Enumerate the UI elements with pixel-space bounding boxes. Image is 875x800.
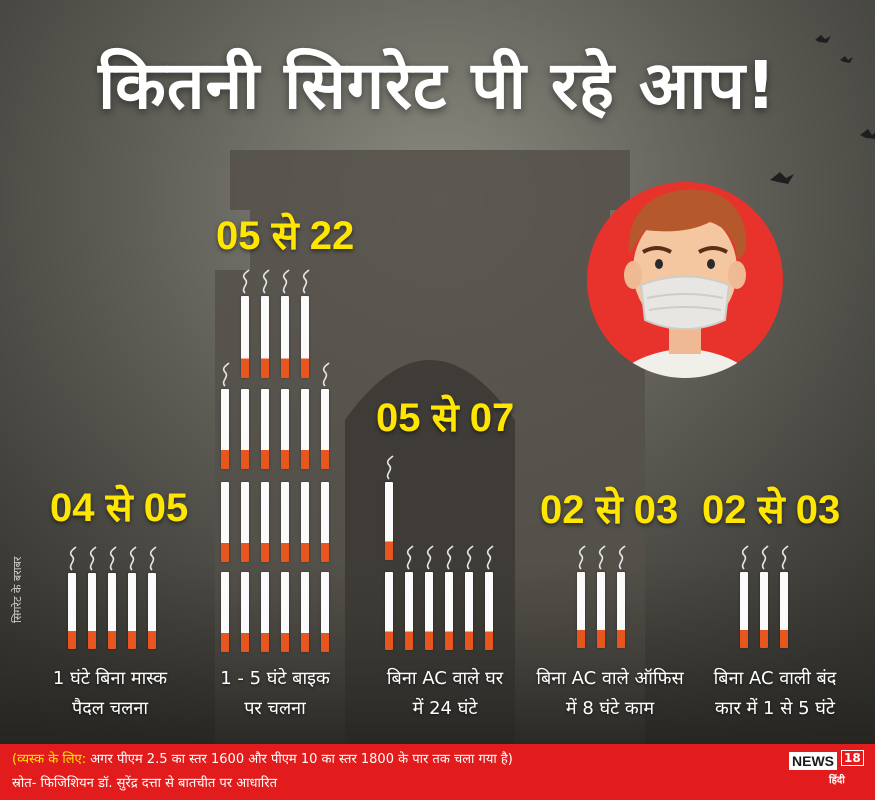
masked-face-illustration [587,182,783,378]
caption-car: बिना AC वाली बंद कार में 1 से 5 घंटे [690,664,860,724]
cigarette-icon [425,572,433,650]
footer-note-text: अगर पीएम 2.5 का स्तर 1600 और पीएम 10 का … [90,752,513,767]
caption-walking: 1 घंटे बिना मास्क पैदल चलना [30,664,190,724]
caption-walking-line2: पैदल चलना [72,698,148,719]
caption-bike-line1: 1 - 5 घंटे बाइक [220,668,330,689]
cigarette-icon [301,389,309,469]
cigarette-icon [445,572,453,650]
cigarette-icon [261,482,269,562]
smoke-icon [145,545,159,571]
smoke-icon [594,544,608,570]
range-label-walking: 04 से 05 [50,486,189,530]
cigarette-icon [385,482,393,560]
smoke-icon [402,544,416,570]
smoke-icon [278,268,292,294]
smoke-icon [442,544,456,570]
cigarette-icon [221,572,229,652]
cigarette-icon [128,573,136,649]
range-label-office: 02 से 03 [540,488,679,532]
smoke-icon [482,544,496,570]
smoke-icon [422,544,436,570]
caption-bike: 1 - 5 घंटे बाइक पर चलना [195,664,355,724]
caption-car-line1: बिना AC वाली बंद [713,668,837,689]
smoke-icon [462,544,476,570]
caption-home-line2: में 24 घंटे [412,698,478,719]
smoke-icon [777,544,791,570]
smoke-icon [238,268,252,294]
logo-lang: हिंदी [829,775,845,786]
cigarette-icon [321,572,329,652]
cigarette-icon [740,572,748,648]
cigarette-icon [281,389,289,469]
face-mask [639,275,731,330]
caption-car-line2: कार में 1 से 5 घंटे [714,698,835,719]
cigarette-icon [405,572,413,650]
cigarette-icon [597,572,605,648]
cigarette-icon [261,572,269,652]
cigarette-icon [301,296,309,378]
smoke-icon [258,268,272,294]
footer-source: स्रोत- फिजिशियन डॉ. सुरेंद्र दत्ता से बा… [12,776,277,791]
cigarette-icon [68,573,76,649]
cigarette-icon [281,482,289,562]
cigarette-icon [241,296,249,378]
side-label: सिगरेट के बराबर [11,556,24,624]
cigarette-icon [88,573,96,649]
cigarette-icon [780,572,788,648]
page-title: कितनी सिगरेट पी रहे आप! [98,47,777,124]
cigarette-icon [321,482,329,562]
cigarette-icon [148,573,156,649]
cigarette-icon [301,482,309,562]
cigarette-icon [301,572,309,652]
cigarette-icon [261,389,269,469]
cigarette-icon [261,296,269,378]
smoke-icon [382,454,396,480]
caption-office: बिना AC वाले ऑफिस में 8 घंटे काम [520,664,700,724]
smoke-icon [737,544,751,570]
caption-bike-line2: पर चलना [244,698,306,719]
cigarette-icon [221,482,229,562]
smoke-icon [85,545,99,571]
cigarette-icon [617,572,625,648]
range-label-bike: 05 से 22 [216,214,355,258]
smoke-icon [125,545,139,571]
caption-office-line1: बिना AC वाले ऑफिस [536,668,684,689]
cigarette-icon [385,572,393,650]
cigarette-icon [281,572,289,652]
smoke-icon [614,544,628,570]
smoke-icon [318,361,332,387]
footer-note-tag: (व्यस्क के लिए: [12,752,87,767]
cigarette-icon [241,572,249,652]
cigarette-icon [221,389,229,469]
range-label-home: 05 से 07 [376,396,515,440]
caption-home-line1: बिना AC वाले घर [386,668,504,689]
cigarette-icon [485,572,493,650]
smoke-icon [757,544,771,570]
caption-walking-line1: 1 घंटे बिना मास्क [52,668,168,689]
cigarette-icon [241,482,249,562]
cigarette-icon [241,389,249,469]
smoke-icon [574,544,588,570]
logo-number: 18 [841,750,864,766]
caption-home: बिना AC वाले घर में 24 घंटे [360,664,530,724]
smoke-icon [65,545,79,571]
footer-note: (व्यस्क के लिए: अगर पीएम 2.5 का स्तर 160… [12,749,513,767]
cigarette-icon [760,572,768,648]
news18-logo: NEWS 18 हिंदी [789,750,864,790]
cigarette-icon [577,572,585,648]
cigarette-icon [108,573,116,649]
footer-bar [0,744,875,800]
caption-office-line2: में 8 घंटे काम [565,698,655,719]
smoke-icon [218,361,232,387]
cigarette-icon [281,296,289,378]
range-label-car: 02 से 03 [702,488,841,532]
cigarette-icon [465,572,473,650]
cigarette-icon [321,389,329,469]
smoke-icon [105,545,119,571]
logo-brand: NEWS [789,752,837,770]
smoke-icon [298,268,312,294]
